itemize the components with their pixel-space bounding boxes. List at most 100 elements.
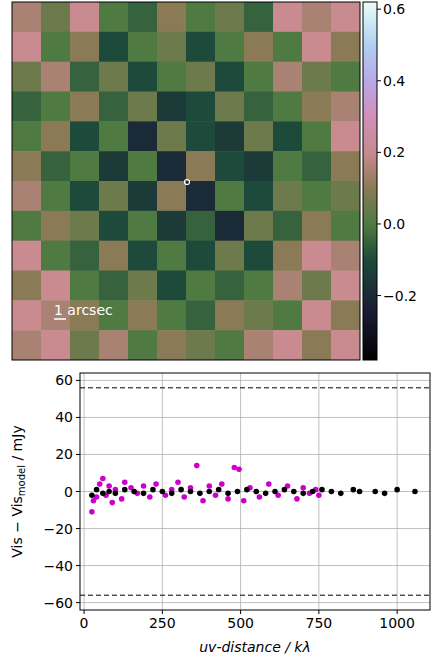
cell (70, 241, 100, 271)
cell (99, 211, 129, 241)
cell (41, 211, 71, 241)
cell (12, 241, 42, 271)
point (351, 487, 357, 493)
cell (41, 62, 71, 92)
point (216, 487, 222, 493)
grid (80, 373, 430, 610)
cell (128, 121, 158, 151)
cell (244, 121, 274, 151)
cell (273, 2, 303, 32)
cell (128, 32, 158, 62)
cell (215, 32, 245, 62)
cell (215, 181, 245, 211)
cell (12, 271, 42, 301)
y-tick-label: −20 (43, 521, 73, 537)
image-frame (12, 2, 360, 360)
cell (12, 2, 42, 32)
x-tick-label: 250 (149, 615, 176, 631)
cell (331, 92, 360, 122)
point (291, 489, 297, 495)
cell (302, 211, 332, 241)
cell (70, 121, 100, 151)
point (338, 491, 344, 497)
image-cells (12, 2, 360, 360)
point (150, 487, 156, 493)
colorbar-tick-label: 0.6 (383, 1, 405, 17)
cell (273, 62, 303, 92)
cell (186, 151, 216, 181)
cell (302, 92, 332, 122)
cell (186, 300, 216, 330)
colorbar-tick-label: 0.2 (383, 144, 405, 160)
point (131, 489, 137, 495)
cell (331, 241, 360, 271)
colorbar-tick-label: −0.2 (383, 288, 417, 304)
cell (41, 151, 71, 181)
point (122, 479, 128, 485)
y-tick-label: 20 (55, 446, 73, 462)
cell (331, 151, 360, 181)
cell (186, 32, 216, 62)
point (194, 463, 200, 469)
point (244, 487, 250, 493)
cell (215, 2, 245, 32)
point (316, 492, 322, 498)
cell (128, 271, 158, 301)
cell (12, 181, 42, 211)
colorbar-tick (377, 9, 381, 10)
colorbar-tick (377, 223, 381, 224)
cell (186, 62, 216, 92)
cell (215, 271, 245, 301)
cell (215, 151, 245, 181)
dashed-line (80, 595, 430, 596)
point (160, 489, 166, 495)
cell (157, 300, 187, 330)
point (357, 489, 363, 495)
cell (41, 241, 71, 271)
cell (12, 92, 42, 122)
cell (70, 211, 100, 241)
cell (302, 121, 332, 151)
cell (186, 271, 216, 301)
cell (157, 330, 187, 360)
point (94, 487, 100, 493)
cell (244, 211, 274, 241)
point (225, 496, 231, 502)
cell (157, 92, 187, 122)
point (100, 476, 106, 482)
point (109, 500, 115, 506)
cell (244, 330, 274, 360)
point (235, 489, 241, 495)
y-axis-title-part: / mJy (9, 425, 25, 465)
point (206, 489, 212, 495)
point (97, 481, 103, 487)
cell (12, 151, 42, 181)
cell (99, 62, 129, 92)
cell (215, 121, 245, 151)
y-tick (76, 454, 80, 455)
colorbar-tick (377, 80, 381, 81)
cell (157, 211, 187, 241)
cell (70, 181, 100, 211)
cell (244, 2, 274, 32)
point (169, 491, 175, 497)
grid-line (80, 417, 430, 418)
centre-marker (185, 180, 190, 185)
point (89, 492, 95, 498)
cell (273, 300, 303, 330)
cell (186, 241, 216, 271)
cell (273, 181, 303, 211)
grid-line (80, 454, 430, 455)
point (206, 483, 212, 489)
point (412, 489, 418, 495)
point (372, 489, 378, 495)
cell (331, 330, 360, 360)
point (219, 481, 225, 487)
cell (99, 32, 129, 62)
cell (12, 211, 42, 241)
cell (41, 92, 71, 122)
point (175, 479, 181, 485)
point (382, 491, 388, 497)
x-tick-label: 750 (305, 615, 332, 631)
point (122, 487, 128, 493)
